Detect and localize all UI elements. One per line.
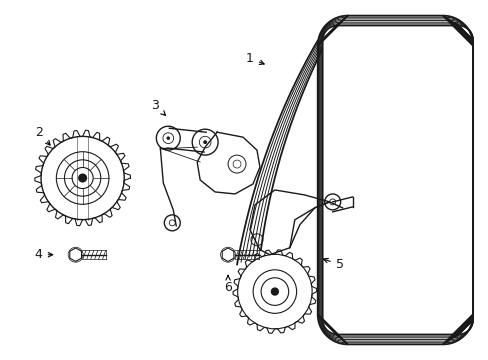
Circle shape	[79, 174, 86, 182]
Text: 5: 5	[323, 258, 343, 271]
Circle shape	[203, 140, 207, 144]
Circle shape	[270, 287, 279, 296]
Text: 6: 6	[224, 275, 231, 294]
Circle shape	[166, 136, 170, 140]
Text: 4: 4	[35, 248, 53, 261]
Text: 1: 1	[245, 52, 264, 65]
Text: 3: 3	[151, 99, 165, 116]
Text: 2: 2	[35, 126, 50, 145]
